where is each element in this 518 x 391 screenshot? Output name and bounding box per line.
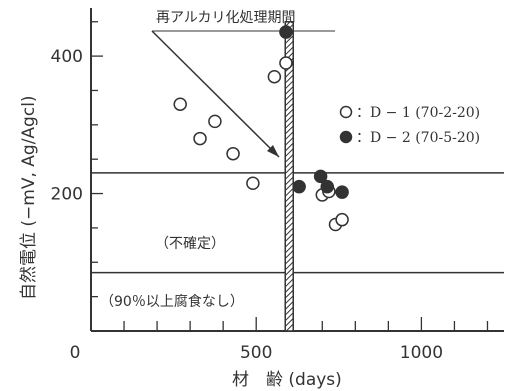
annotation-arrowhead — [267, 145, 279, 157]
y-tick-label: 400 — [51, 47, 83, 67]
point-d1 — [226, 146, 240, 161]
annotation-arrow — [151, 30, 280, 158]
x-tick-label: 0 — [70, 343, 81, 363]
x-tick-label: 1000 — [400, 343, 443, 363]
point-d1 — [267, 69, 282, 84]
annotation-uncertain: （不確定） — [155, 236, 225, 252]
annotation-rework-period: 再アルカリ化処理期間 — [156, 10, 295, 26]
point-d2 — [292, 179, 306, 194]
y-minor-ticks — [91, 21, 103, 298]
legend-label-d2: ：D − 2 (70-5-20) — [356, 130, 480, 146]
point-d1 — [193, 131, 207, 146]
point-d1 — [279, 56, 293, 70]
point-d1 — [246, 176, 260, 190]
point-d2 — [279, 25, 293, 39]
point-d1 — [173, 97, 187, 111]
legend-label-d1: ：D − 1 (70-2-20) — [356, 105, 480, 121]
point-d2 — [320, 179, 334, 194]
point-d2 — [313, 169, 328, 184]
y-axis-title: 自然電位 (−mV, Ag/Agcl) — [19, 95, 39, 300]
y-tick-label: 200 — [51, 185, 83, 205]
x-tick-label: 500 — [240, 343, 272, 363]
x-minor-ticks — [123, 317, 489, 331]
point-d1 — [335, 212, 349, 227]
treatment-period-band — [284, 20, 294, 332]
data-points — [173, 25, 349, 232]
y-tick-labels: 200 400 — [51, 47, 83, 204]
point-d2 — [335, 185, 349, 199]
legend: ：D − 1 (70-2-20) ：D − 2 (70-5-20) — [339, 105, 480, 146]
x-tick-labels: 0 500 1000 — [70, 343, 443, 363]
x-axis-title: 材 齢 (days) — [232, 370, 342, 390]
annotation-no-corrosion: （90％以上腐食なし） — [100, 293, 244, 310]
point-d1 — [208, 114, 222, 129]
legend-marker-d1 — [339, 105, 353, 119]
legend-marker-d2 — [339, 130, 353, 144]
